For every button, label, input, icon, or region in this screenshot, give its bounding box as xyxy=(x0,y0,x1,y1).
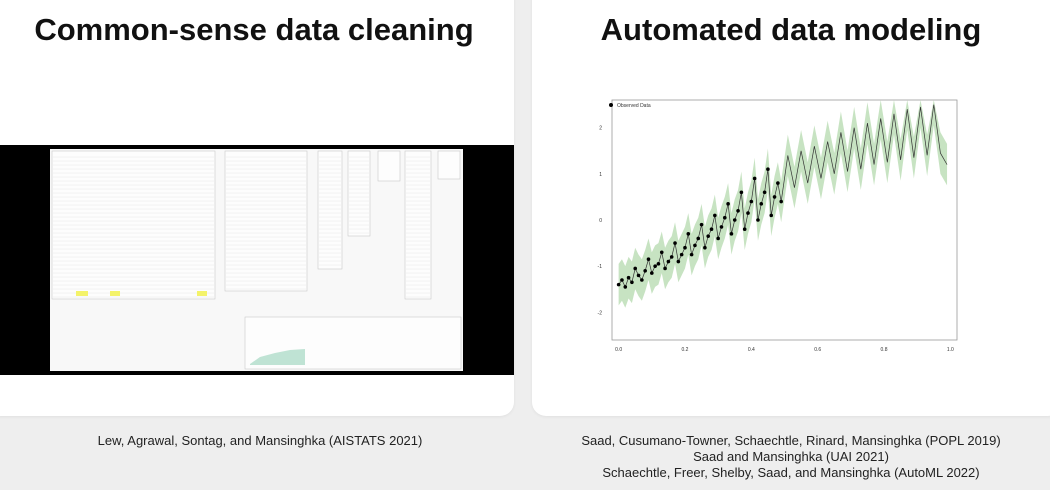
data-point xyxy=(640,278,644,282)
legend: Observed Data xyxy=(609,103,651,109)
data-point xyxy=(616,282,621,287)
uncertainty-band xyxy=(618,100,948,308)
data-point xyxy=(676,259,681,264)
x-axis-ticks: 0.0 0.2 0.4 0.6 0.8 1.0 xyxy=(615,347,954,353)
data-point xyxy=(732,218,737,222)
data-point xyxy=(759,202,764,206)
data-point xyxy=(726,202,730,206)
data-point xyxy=(683,245,687,250)
observed-series-line xyxy=(618,169,782,288)
data-point xyxy=(630,280,634,285)
data-point xyxy=(650,271,654,275)
data-point xyxy=(703,245,707,250)
data-point xyxy=(772,195,777,199)
data-point xyxy=(736,208,740,213)
data-point xyxy=(746,211,750,215)
data-point xyxy=(633,266,638,271)
legend-marker xyxy=(609,103,613,107)
data-point xyxy=(739,190,744,195)
data-point xyxy=(719,225,724,229)
data-point xyxy=(699,222,704,227)
data-point xyxy=(653,264,657,268)
data-point xyxy=(779,199,783,204)
x-tick-label: 0.2 xyxy=(682,347,689,353)
observed-points xyxy=(616,167,783,289)
legend-label: Observed Data xyxy=(617,103,651,109)
data-point xyxy=(659,250,664,255)
data-point xyxy=(769,213,774,218)
data-point xyxy=(623,285,628,289)
data-point xyxy=(713,213,717,218)
data-point xyxy=(709,227,714,232)
table-grid xyxy=(53,156,430,298)
data-point xyxy=(636,273,641,278)
x-tick-label: 0.0 xyxy=(615,347,622,353)
data-point xyxy=(626,275,631,280)
x-tick-label: 0.4 xyxy=(748,347,755,353)
data-point xyxy=(766,167,770,172)
y-axis-ticks: 2 1 0 -1 -2 xyxy=(598,126,603,317)
y-tick-label: -2 xyxy=(598,310,603,316)
right-panel-title: Automated data modeling xyxy=(600,12,982,47)
data-point xyxy=(716,236,720,241)
data-point xyxy=(776,181,780,185)
data-point xyxy=(673,241,677,245)
citation-line: Saad and Mansinghka (UAI 2021) xyxy=(693,449,889,464)
citation-line: Schaechtle, Freer, Shelby, Saad, and Man… xyxy=(602,465,980,480)
mini-chart-area xyxy=(250,349,305,365)
data-point xyxy=(756,218,760,222)
highlighted-cells xyxy=(76,291,207,296)
data-point xyxy=(706,234,711,238)
y-tick-label: 1 xyxy=(599,172,602,178)
forecast-series-line xyxy=(780,104,948,202)
x-tick-label: 0.8 xyxy=(881,347,888,353)
data-point xyxy=(749,199,754,204)
data-point xyxy=(686,232,691,236)
data-point xyxy=(679,252,684,257)
x-tick-label: 1.0 xyxy=(947,347,954,353)
y-tick-label: 2 xyxy=(599,126,602,132)
data-point xyxy=(693,243,697,248)
data-point xyxy=(752,176,757,181)
data-cleaning-screenshot xyxy=(0,145,514,375)
data-point xyxy=(669,255,674,259)
data-point xyxy=(742,227,747,232)
data-point xyxy=(689,252,694,257)
x-tick-label: 0.6 xyxy=(814,347,821,353)
forecast-chart: 0.0 0.2 0.4 0.6 0.8 1.0 2 1 0 -1 -2 Observed Data xyxy=(598,99,958,353)
left-panel-title: Common-sense data cleaning xyxy=(34,12,474,47)
data-point xyxy=(663,266,667,271)
citation-line: Saad, Cusumano-Towner, Schaechtle, Rinar… xyxy=(581,433,1001,448)
data-point xyxy=(620,278,624,282)
y-tick-label: -1 xyxy=(598,264,603,270)
right-citations: Saad, Cusumano-Towner, Schaechtle, Rinar… xyxy=(532,433,1050,481)
spreadsheet-thumbnail xyxy=(50,149,463,371)
left-citation: Lew, Agrawal, Sontag, and Mansinghka (AI… xyxy=(97,433,423,448)
data-point xyxy=(722,215,727,220)
data-point xyxy=(696,236,701,241)
data-point xyxy=(666,259,671,264)
data-point xyxy=(762,190,767,195)
data-point xyxy=(729,232,734,236)
data-point xyxy=(646,257,651,262)
data-point xyxy=(656,262,661,266)
y-tick-label: 0 xyxy=(599,218,602,224)
data-point xyxy=(643,268,647,273)
